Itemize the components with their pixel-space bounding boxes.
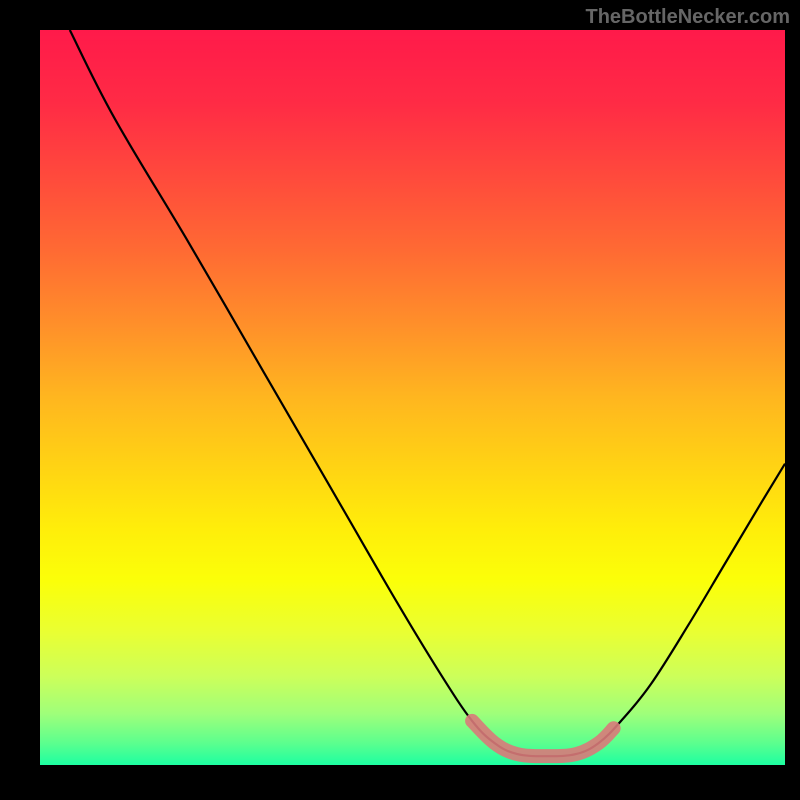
plot-area <box>40 30 785 765</box>
chart-highlight-segment <box>40 30 785 765</box>
watermark-text: TheBottleNecker.com <box>585 6 790 29</box>
